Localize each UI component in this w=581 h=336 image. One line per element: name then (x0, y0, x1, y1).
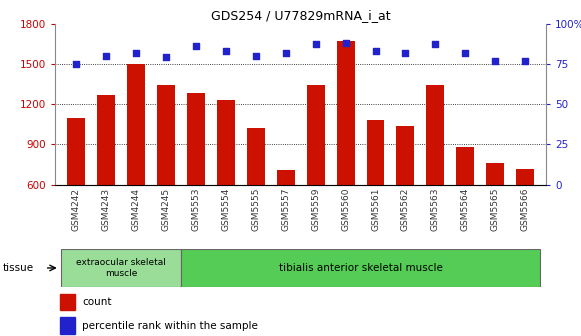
Text: GSM4244: GSM4244 (131, 188, 141, 231)
Text: GSM5564: GSM5564 (461, 188, 470, 232)
Point (221, 48, 231, 54)
Bar (367, 120, 385, 185)
Point (341, 40, 350, 46)
Bar (396, 126, 414, 185)
Text: GSM5562: GSM5562 (401, 188, 410, 232)
Bar (247, 128, 265, 185)
Bar (187, 93, 205, 185)
Text: tissue: tissue (3, 263, 34, 273)
Text: GSM5560: GSM5560 (341, 188, 350, 232)
Point (102, 53, 111, 58)
Text: GSM5555: GSM5555 (251, 188, 260, 232)
Bar (127, 64, 145, 185)
Text: extraocular skeletal
muscle: extraocular skeletal muscle (76, 258, 166, 278)
Text: GSM5561: GSM5561 (371, 188, 380, 232)
Bar (181, 249, 540, 287)
Text: tibialis anterior skeletal muscle: tibialis anterior skeletal muscle (279, 263, 443, 273)
Point (191, 43, 200, 49)
Text: GSM5563: GSM5563 (431, 188, 440, 232)
Bar (277, 170, 295, 185)
Point (401, 50, 410, 55)
Bar (486, 163, 504, 185)
Title: GDS254 / U77829mRNA_i_at: GDS254 / U77829mRNA_i_at (211, 9, 390, 23)
Bar (456, 147, 474, 185)
Point (311, 42, 320, 47)
Bar (60, 294, 75, 310)
Text: GSM5566: GSM5566 (521, 188, 530, 232)
Point (461, 50, 470, 55)
Point (131, 50, 141, 55)
Point (71, 61, 81, 67)
Text: GSM5554: GSM5554 (221, 188, 230, 232)
Text: count: count (82, 297, 112, 307)
Text: GSM5557: GSM5557 (281, 188, 290, 232)
Point (281, 50, 290, 55)
Bar (217, 100, 235, 185)
Bar (60, 317, 75, 334)
Bar (516, 169, 534, 185)
Bar (307, 85, 325, 185)
Point (431, 42, 440, 47)
Text: GSM5553: GSM5553 (191, 188, 200, 232)
Point (371, 48, 380, 54)
Bar (336, 41, 354, 185)
Bar (97, 95, 115, 185)
Bar (67, 118, 85, 185)
Point (251, 53, 260, 58)
Text: GSM5559: GSM5559 (311, 188, 320, 232)
Bar (157, 85, 175, 185)
Point (490, 58, 500, 63)
Bar (61, 249, 181, 287)
Text: GSM4245: GSM4245 (162, 188, 170, 231)
Text: GSM4242: GSM4242 (71, 188, 81, 231)
Text: GSM4243: GSM4243 (102, 188, 110, 231)
Text: percentile rank within the sample: percentile rank within the sample (82, 321, 258, 331)
Point (521, 58, 530, 63)
Bar (426, 85, 444, 185)
Text: GSM5565: GSM5565 (491, 188, 500, 232)
Point (162, 55, 171, 60)
